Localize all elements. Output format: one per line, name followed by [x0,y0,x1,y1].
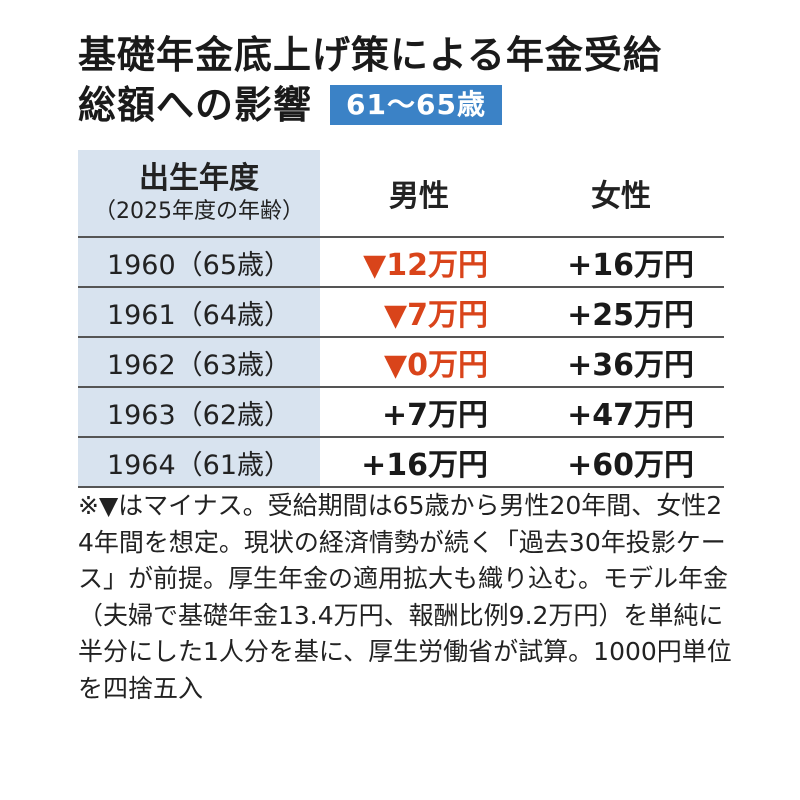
row-separator [78,436,724,438]
age-range-badge: 61〜65歳 [330,85,502,125]
header-female: 女性 [591,179,651,214]
male-value-cell: +16万円 [361,448,488,483]
table-row: 1960（65歳） ▼12万円 +16万円 [78,238,724,286]
birth-year-cell: 1964（61歳） [78,438,320,486]
row-separator [78,236,724,238]
table-header-row: 出生年度 （2025年度の年齢） 男性 女性 [78,150,724,236]
table-body: 1960（65歳） ▼12万円 +16万円 1961（64歳） ▼7万円 +25万円 196… [78,236,724,488]
title-line-2: 総額への影響 [78,83,313,127]
female-value-cell: +47万円 [567,398,694,433]
male-value-cell: ▼7万円 [384,298,488,333]
title-line-1: 基礎年金底上げ策による年金受給 [78,33,662,77]
table-row: 1963（62歳） +7万円 +47万円 [78,388,724,436]
pension-impact-table: 出生年度 （2025年度の年齢） 男性 女性 1960（65歳） ▼12万円 +16… [78,150,724,488]
header-birth-year: 出生年度 （2025年度の年齢） [78,150,320,236]
header-male: 男性 [389,179,449,214]
title-line-2-wrapper: 総額への影響 61〜65歳 [78,80,662,130]
female-value-cell: +25万円 [567,298,694,333]
birth-year-cell: 1960（65歳） [78,238,320,286]
table-row: 1962（63歳） ▼0万円 +36万円 [78,338,724,386]
female-value-cell: +60万円 [567,448,694,483]
female-value-cell: +36万円 [567,348,694,383]
header-birth-year-title: 出生年度 [139,161,259,196]
birth-year-cell: 1961（64歳） [78,288,320,336]
table-row: 1964（61歳） +16万円 +60万円 [78,438,724,486]
female-value-cell: +16万円 [567,248,694,283]
chart-title: 基礎年金底上げ策による年金受給 総額への影響 61〜65歳 [78,30,662,130]
birth-year-cell: 1963（62歳） [78,388,320,436]
birth-year-cell: 1962（63歳） [78,338,320,386]
row-separator [78,486,724,488]
male-value-cell: ▼0万円 [384,348,488,383]
male-value-cell: +7万円 [381,398,488,433]
table-row: 1961（64歳） ▼7万円 +25万円 [78,288,724,336]
male-value-cell: ▼12万円 [363,248,488,283]
row-separator [78,386,724,388]
footnote: ※▼はマイナス。受給期間は65歳から男性20年間、女性24年間を想定。現状の経済… [78,491,732,703]
row-separator [78,286,724,288]
row-separator [78,336,724,338]
header-birth-year-subtitle: （2025年度の年齢） [94,199,304,224]
